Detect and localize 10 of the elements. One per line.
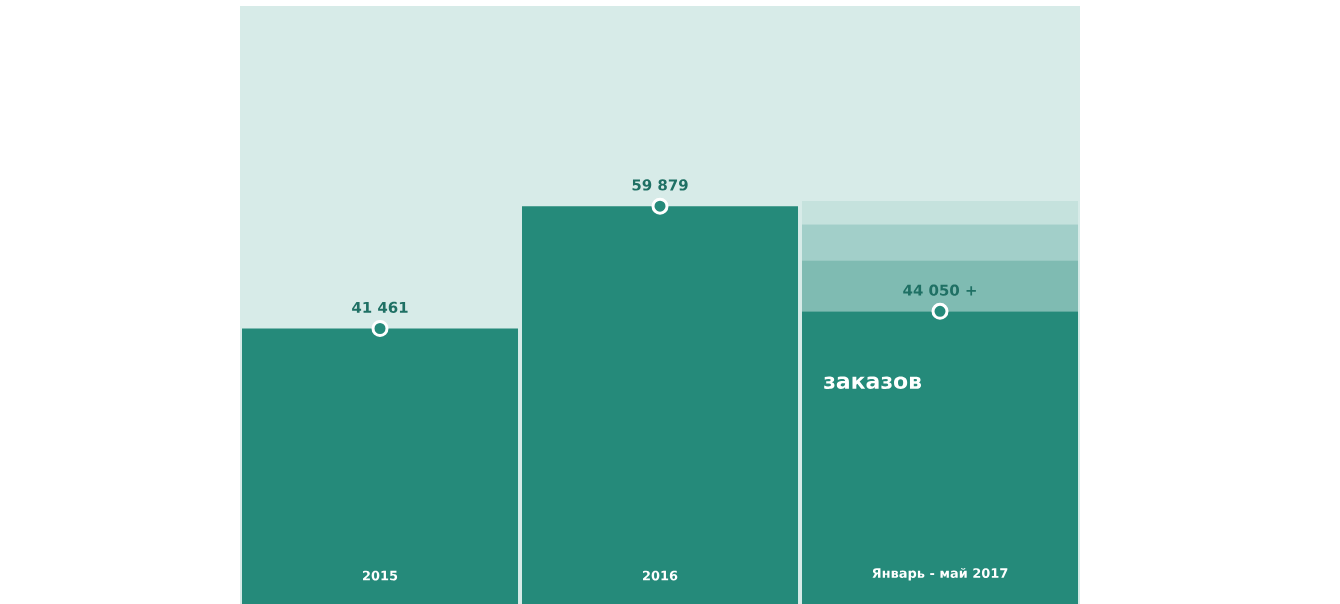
annotation: заказов (824, 376, 922, 390)
x-tick-label: 2016 (643, 570, 678, 581)
x-tick-label: Январь - май 2017 (872, 567, 1008, 581)
bar (802, 260, 1079, 312)
bar (802, 201, 1079, 225)
bar (802, 224, 1079, 261)
data-label: 44 050 + (903, 284, 976, 296)
x-tick-label: 2015 (363, 570, 398, 581)
data-label: 59 879 (632, 179, 688, 191)
data-label: 41 461 (352, 301, 408, 313)
